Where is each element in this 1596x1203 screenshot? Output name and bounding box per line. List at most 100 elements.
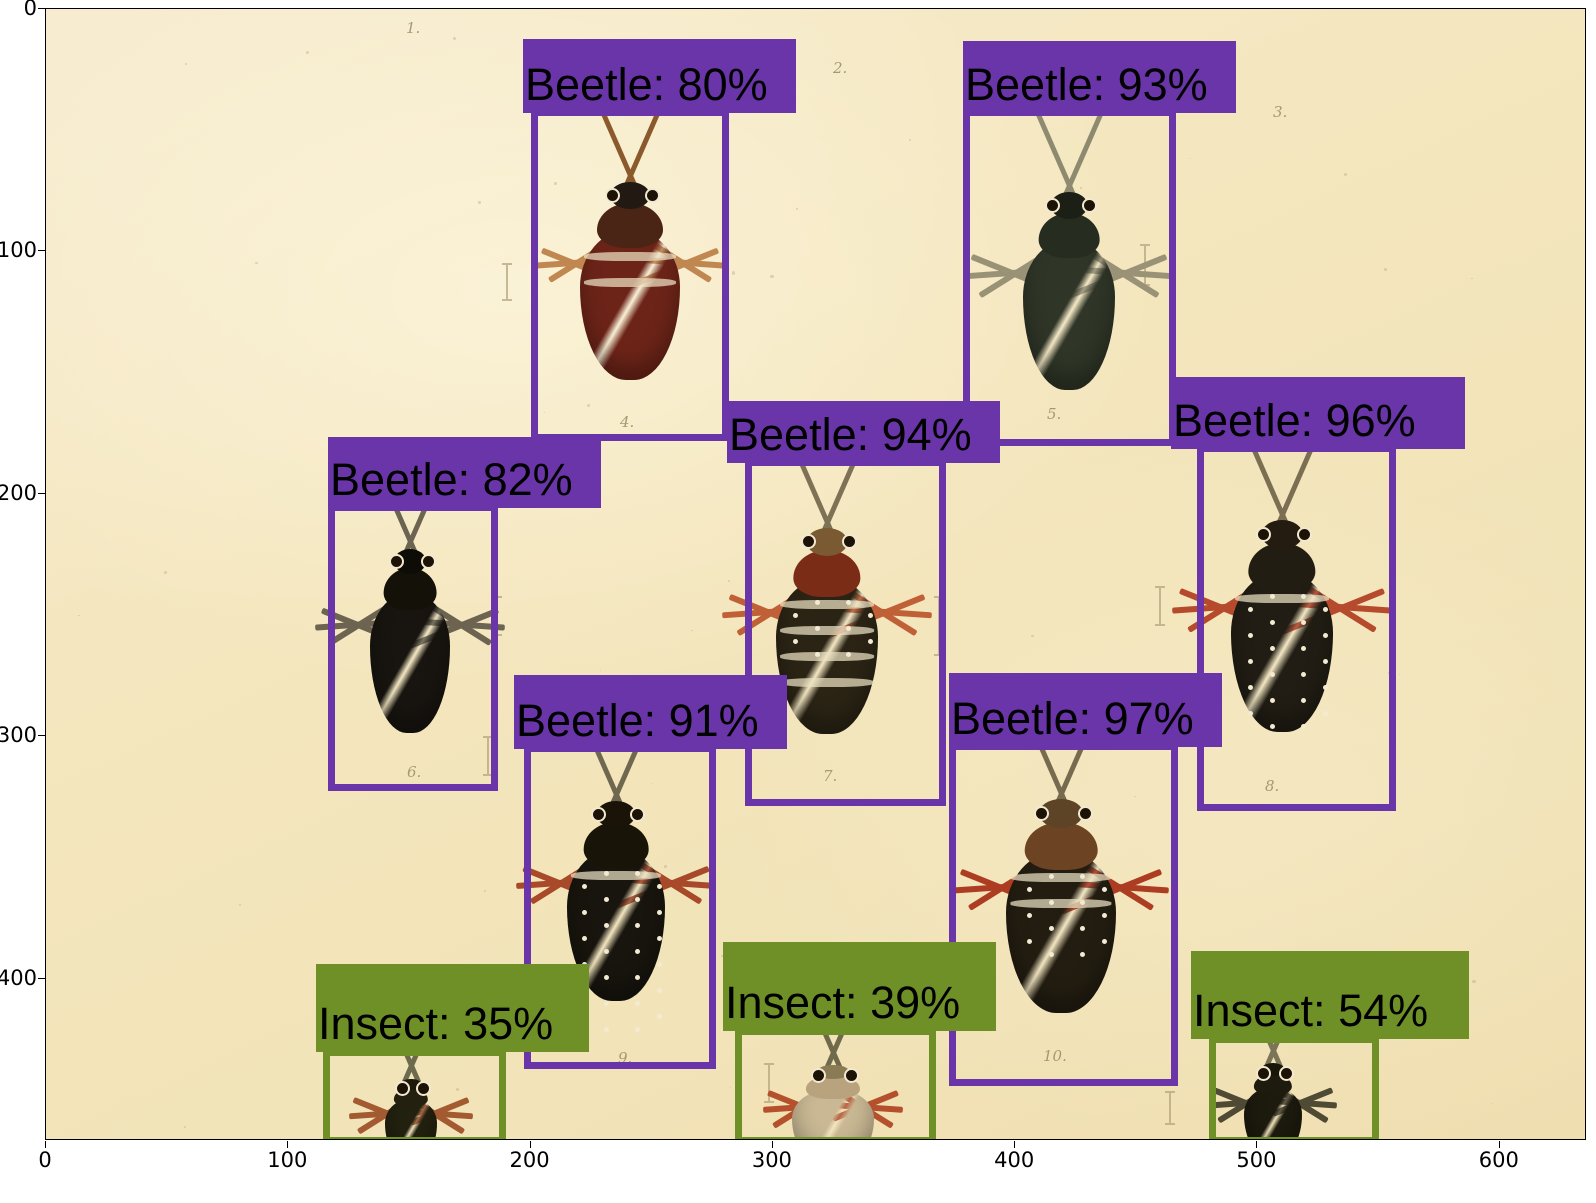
plate-speck [1080, 187, 1082, 189]
specimen-speckle [1300, 620, 1306, 625]
y-tick-mark [38, 8, 45, 9]
plate-speck [478, 201, 481, 204]
plate-speck [1031, 634, 1035, 638]
specimen-eye [395, 1081, 411, 1097]
detection-label-insect-54: Insect: 54% [1191, 951, 1469, 1039]
x-tick-label: 300 [751, 1148, 792, 1172]
y-tick-label: 0 [23, 0, 37, 20]
specimen-thorax [1024, 821, 1098, 871]
plate-speck [1471, 278, 1473, 280]
specimen-speckle [1101, 912, 1107, 918]
specimen-eye [811, 1067, 827, 1083]
specimen-speckle [603, 1026, 609, 1032]
specimen-eye [801, 534, 817, 550]
specimen-speckle [1322, 633, 1328, 638]
plate-speck [554, 182, 557, 185]
x-tick-mark [1256, 1141, 1258, 1148]
detection-label-beetle-97: Beetle: 97% [949, 673, 1222, 747]
specimen-speckle [1247, 633, 1253, 638]
specimen-speckle [1026, 938, 1032, 944]
specimen-speckle [656, 883, 662, 889]
detection-box-beetle-96[interactable] [1197, 445, 1396, 811]
plate-figure-number: 2. [833, 59, 848, 77]
specimen-speckle [603, 896, 609, 902]
detection-box-beetle-82[interactable] [328, 504, 498, 791]
plate-speck [721, 954, 724, 957]
specimen-eye [1255, 1066, 1271, 1082]
specimen-speckle [1300, 724, 1306, 729]
detection-box-beetle-97[interactable] [949, 743, 1178, 1086]
specimen-thorax [597, 203, 663, 248]
specimen-speckle [581, 909, 587, 915]
plate-figure-number: 5. [1047, 405, 1062, 423]
specimen-speckle [814, 599, 820, 605]
detection-label-beetle-96: Beetle: 96% [1171, 377, 1465, 449]
specimen-band [1010, 898, 1112, 908]
y-tick-mark [38, 492, 45, 494]
specimen-eye [415, 1081, 431, 1097]
x-tick-mark [45, 1141, 46, 1148]
y-tick-mark [38, 735, 45, 737]
detection-box-insect-54[interactable] [1209, 1036, 1379, 1139]
plate-speck [731, 271, 736, 275]
specimen-speckle [634, 870, 640, 876]
specimen-speckle [1269, 646, 1275, 651]
specimen-speckle [603, 1000, 609, 1006]
specimen-speckle [1026, 912, 1032, 918]
specimen-band [570, 871, 662, 881]
specimen-speckle [845, 651, 851, 657]
plate-speck [453, 36, 457, 40]
plate-scale-bar [1165, 1091, 1175, 1125]
detection-label-insect-39: Insect: 39% [723, 942, 996, 1031]
specimen-eye [630, 806, 646, 822]
plate-speck [78, 614, 80, 617]
specimen-speckle [867, 612, 873, 618]
plate-figure-number: 3. [1273, 103, 1288, 121]
specimen-beetle-2 [949, 65, 1189, 441]
specimen-speckle [634, 896, 640, 902]
specimen-abdomen [370, 593, 450, 734]
detection-box-beetle-93[interactable] [963, 109, 1176, 446]
specimen-speckle [1079, 899, 1085, 905]
x-tick-mark [287, 1141, 289, 1148]
specimen-speckle [581, 883, 587, 889]
specimen-speckle [1322, 659, 1328, 664]
specimen-beetle-1 [510, 55, 750, 431]
specimen-eye [388, 554, 404, 570]
detection-box-insect-35[interactable] [323, 1049, 506, 1139]
specimen-speckle [656, 1013, 662, 1019]
specimen-beetle-5 [1162, 403, 1402, 786]
plate-speck [238, 903, 241, 906]
specimen-speckle [845, 625, 851, 631]
specimen-eye [420, 554, 436, 570]
specimen-speckle [1269, 594, 1275, 599]
specimen-speckle [1322, 685, 1328, 690]
specimen-speckle [1300, 646, 1306, 651]
plate-speck [163, 571, 167, 574]
specimen-speckle [656, 987, 662, 993]
specimen-speckle [1269, 620, 1275, 625]
specimen-eye [1296, 526, 1312, 542]
specimen-beetle-4 [707, 420, 947, 787]
specimen-speckle [1247, 685, 1253, 690]
specimen-speckle [634, 1026, 640, 1032]
specimen-speckle [1300, 594, 1306, 599]
specimen-speckle [634, 1000, 640, 1006]
detection-box-insect-39[interactable] [735, 1028, 936, 1139]
specimen-eye [1033, 805, 1049, 821]
plate-figure-number: 7. [823, 767, 838, 785]
plate-speck [1384, 268, 1387, 271]
specimen-speckle [634, 974, 640, 980]
plate-speck [184, 62, 187, 65]
specimen-speckle [1079, 873, 1085, 879]
plate-speck [795, 207, 799, 211]
detection-box-beetle-94[interactable] [745, 459, 946, 806]
specimen-thorax [383, 568, 437, 611]
specimen-speckle [634, 948, 640, 954]
specimen-speckle [814, 651, 820, 657]
specimen-eye [604, 188, 620, 203]
specimen-band [584, 278, 676, 287]
detection-box-beetle-80[interactable] [531, 109, 729, 441]
specimen-speckle [1247, 607, 1253, 612]
